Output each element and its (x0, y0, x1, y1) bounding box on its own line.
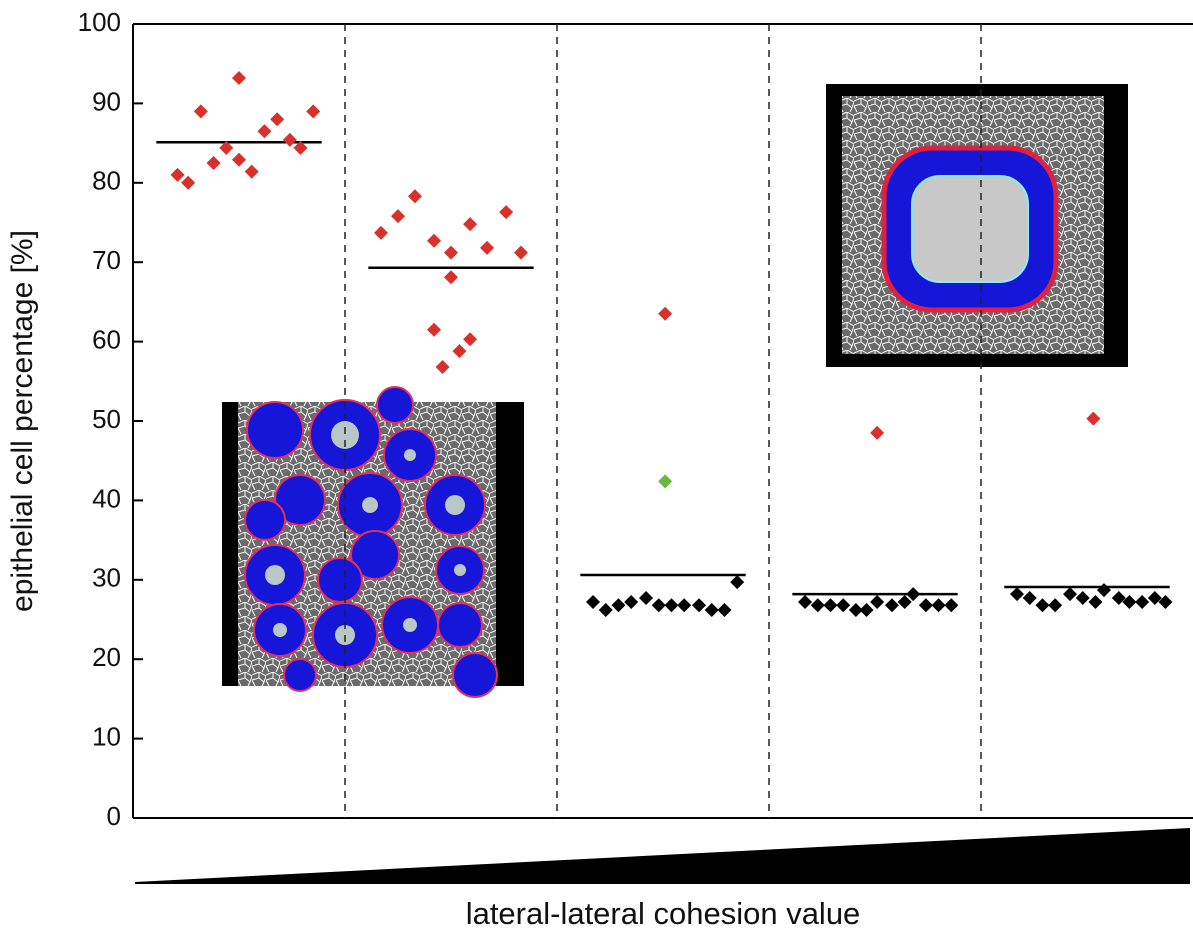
data-point (244, 164, 259, 179)
data-point (480, 240, 495, 255)
data-point (206, 155, 221, 170)
data-point (717, 602, 732, 617)
data-point (906, 587, 921, 602)
data-point (407, 189, 422, 204)
data-point (232, 70, 246, 85)
data-point (170, 167, 185, 182)
y-tick-label: 40 (92, 483, 121, 513)
data-point (704, 602, 719, 617)
data-point (1086, 411, 1101, 426)
data-point (427, 322, 442, 337)
data-point (427, 233, 442, 248)
data-point (870, 425, 885, 440)
data-point (848, 602, 863, 617)
x-axis-label: lateral-lateral cohesion value (466, 896, 861, 931)
data-point (586, 595, 601, 610)
data-point (918, 598, 933, 613)
y-tick-label: 10 (92, 721, 121, 751)
data-point (293, 140, 308, 155)
data-point (730, 575, 745, 590)
data-point (798, 595, 813, 610)
data-point (651, 598, 666, 613)
data-point (1088, 595, 1103, 610)
y-axis-label: epithelial cell percentage [%] (6, 230, 39, 612)
data-point (1075, 591, 1090, 606)
y-tick-label: 90 (92, 86, 121, 116)
y-tick-label: 60 (92, 324, 121, 354)
inset-image (222, 386, 524, 698)
data-point (870, 595, 885, 610)
data-point (1122, 595, 1137, 610)
data-point (1158, 595, 1173, 610)
data-point (463, 217, 478, 232)
data-point (1135, 595, 1150, 610)
data-point (658, 306, 673, 321)
y-tick-label: 100 (78, 7, 121, 37)
data-point (944, 598, 959, 613)
data-point (452, 344, 467, 359)
data-point (193, 104, 208, 119)
data-point (1096, 583, 1111, 598)
data-point (823, 598, 838, 613)
data-point (664, 598, 679, 613)
data-point (658, 474, 673, 489)
data-point (692, 598, 707, 613)
data-point (463, 332, 478, 347)
data-point (1147, 591, 1162, 606)
data-point (624, 595, 639, 610)
data-point (598, 602, 613, 617)
data-point (1022, 591, 1037, 606)
y-tick-label: 70 (92, 245, 121, 275)
data-point (1111, 591, 1126, 606)
y-tick-label: 80 (92, 166, 121, 196)
data-point (232, 152, 246, 167)
data-point (513, 245, 528, 260)
data-point (270, 112, 285, 127)
data-point (810, 598, 825, 613)
data-point (859, 602, 874, 617)
data-point (219, 140, 234, 155)
data-point (931, 598, 946, 613)
data-point (374, 225, 389, 240)
data-point (391, 209, 405, 224)
data-point (444, 270, 458, 285)
data-point (435, 360, 450, 375)
y-tick-label: 0 (107, 801, 121, 831)
data-point (677, 598, 692, 613)
data-point (639, 591, 654, 606)
data-point (836, 598, 851, 613)
data-point (1035, 598, 1050, 613)
inset-image (826, 84, 1128, 367)
y-tick-label: 30 (92, 563, 121, 593)
data-point (1063, 587, 1078, 602)
data-point (181, 175, 196, 190)
data-point (499, 205, 514, 220)
data-point (611, 598, 626, 613)
data-point (884, 598, 899, 613)
data-point (444, 245, 458, 260)
cohesion-wedge (135, 828, 1190, 884)
data-point (1048, 598, 1063, 613)
data-point (1010, 587, 1025, 602)
y-tick-label: 20 (92, 642, 121, 672)
data-point (306, 104, 321, 119)
data-point (257, 124, 272, 139)
data-point (282, 132, 297, 147)
y-tick-label: 50 (92, 404, 121, 434)
data-point (897, 595, 912, 610)
